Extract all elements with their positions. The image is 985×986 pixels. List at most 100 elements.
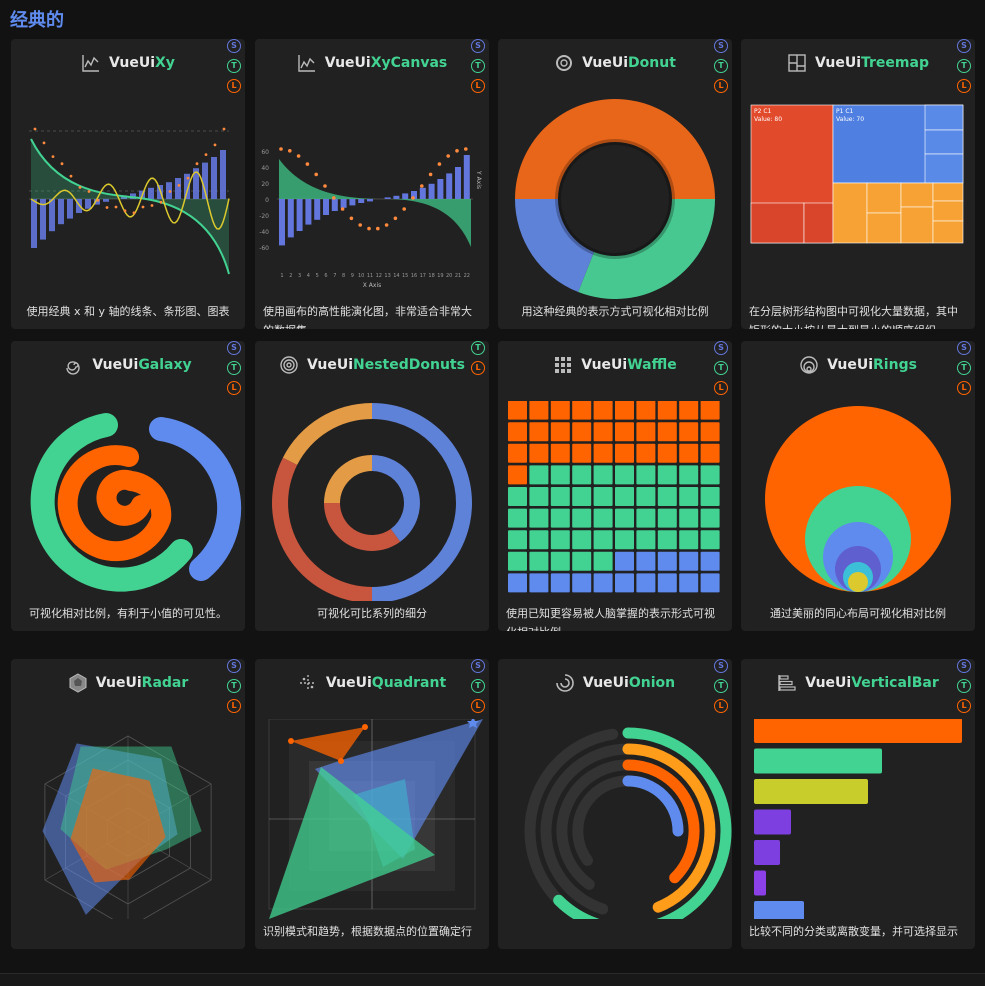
badge-l[interactable]: L [227, 699, 241, 713]
badge-l[interactable]: L [714, 699, 728, 713]
series-point [132, 211, 136, 215]
card-header: VueUiVerticalBar [741, 673, 975, 693]
card-title-prefix: VueUi [827, 357, 874, 373]
badge-t[interactable]: T [471, 679, 485, 693]
onion-layer [622, 759, 700, 884]
quadrant-point [288, 738, 294, 744]
badge-s[interactable]: S [957, 341, 971, 355]
badge-t[interactable]: T [227, 59, 241, 73]
badge-t[interactable]: T [227, 361, 241, 375]
series-point [204, 153, 208, 156]
badge-l[interactable]: L [957, 699, 971, 713]
card-title-suffix: NestedDonuts [353, 357, 465, 373]
xy-chart-icon [81, 53, 101, 73]
badge-l[interactable]: L [227, 79, 241, 93]
card-title[interactable]: VueUiDonut [582, 55, 676, 71]
galaxy-icon [64, 355, 84, 375]
badge-s[interactable]: S [227, 341, 241, 355]
card-title[interactable]: VueUiXyCanvas [325, 55, 447, 71]
x-tick-label: 6 [324, 273, 327, 279]
badge-l[interactable]: L [957, 79, 971, 93]
waffle-cell [615, 422, 634, 442]
badge-l[interactable]: L [714, 381, 728, 395]
badge-s[interactable]: S [714, 39, 728, 53]
bar [314, 199, 321, 220]
badge-l[interactable]: L [227, 381, 241, 395]
badge-s[interactable]: S [714, 659, 728, 673]
card-preview [498, 719, 732, 919]
onion-icon [555, 673, 575, 693]
series-point [340, 207, 345, 211]
badge-l[interactable]: L [471, 699, 485, 713]
card-title[interactable]: VueUiOnion [583, 675, 675, 691]
badge-t[interactable]: T [714, 361, 728, 375]
badge-t[interactable]: T [957, 361, 971, 375]
waffle-cell [529, 422, 549, 442]
badge-l[interactable]: L [471, 361, 485, 375]
badge-s[interactable]: S [471, 39, 485, 53]
bar [130, 193, 136, 199]
component-card-waffle[interactable]: STL VueUiWaffle 使用已知更容易被人脑掌握的表示形式可视化相对比例 [498, 341, 732, 631]
badge-t[interactable]: T [957, 59, 971, 73]
badge-t[interactable]: T [227, 679, 241, 693]
card-title[interactable]: VueUiXy [109, 55, 175, 71]
waffle-cell [615, 551, 634, 571]
series-point [288, 149, 292, 153]
x-tick-label: 17 [420, 273, 426, 279]
card-title[interactable]: VueUiRings [827, 357, 917, 373]
card-header: VueUiXy [11, 53, 245, 73]
badge-l[interactable]: L [957, 381, 971, 395]
quadrant-point [362, 724, 368, 730]
card-description: 在分层树形结构图中可视化大量数据，其中矩形的大小按从最大到最小的顺序组织。 [749, 305, 958, 329]
badge-s[interactable]: S [227, 659, 241, 673]
card-header: VueUiRadar [11, 673, 245, 693]
waffle-cell [529, 401, 549, 420]
badge-s[interactable]: S [471, 659, 485, 673]
waffle-cell [679, 465, 699, 485]
badge-t[interactable]: T [714, 59, 728, 73]
card-title[interactable]: VueUiTreemap [815, 55, 929, 71]
card-title[interactable]: VueUiWaffle [581, 357, 676, 373]
treemap-node [866, 212, 902, 244]
badge-t[interactable]: T [714, 679, 728, 693]
bar [446, 173, 453, 199]
bar [287, 199, 294, 238]
badge-s[interactable]: S [714, 341, 728, 355]
treemap-node [900, 182, 934, 208]
series-point [60, 162, 64, 166]
card-title-prefix: VueUi [325, 675, 372, 691]
card-description: 通过美丽的同心布局可视化相对比例 [770, 607, 946, 620]
card-title[interactable]: VueUiGalaxy [92, 357, 191, 373]
card-title[interactable]: VueUiRadar [96, 675, 189, 691]
card-title[interactable]: VueUiNestedDonuts [307, 357, 465, 373]
card-title-prefix: VueUi [805, 675, 852, 691]
badge-l[interactable]: L [471, 79, 485, 93]
badge-l[interactable]: L [714, 79, 728, 93]
horizontal-scrollbar[interactable] [0, 973, 985, 986]
badge-t[interactable]: T [957, 679, 971, 693]
series-point [213, 143, 217, 147]
badge-s[interactable]: S [227, 39, 241, 53]
badge-s[interactable]: S [957, 39, 971, 53]
card-title[interactable]: VueUiQuadrant [326, 675, 446, 691]
bar [202, 162, 208, 199]
bar [121, 196, 127, 199]
card-title[interactable]: VueUiVerticalBar [805, 675, 939, 691]
waffle-cell [508, 487, 527, 506]
badge-t[interactable]: T [471, 341, 485, 355]
quadrant-point [467, 719, 479, 728]
badge-s[interactable]: S [957, 659, 971, 673]
card-preview [498, 401, 732, 601]
badge-t[interactable]: T [471, 59, 485, 73]
